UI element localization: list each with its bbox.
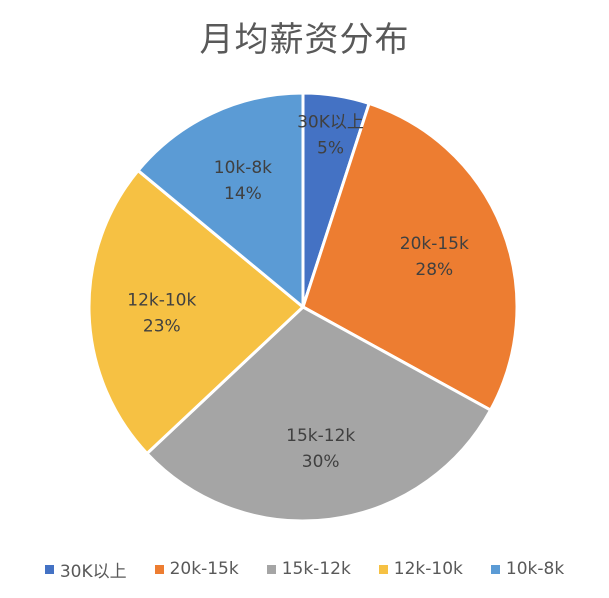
pie-slice-15k-12k xyxy=(145,305,493,523)
legend-label: 15k-12k xyxy=(281,559,351,579)
legend-swatch xyxy=(44,564,54,574)
slice-category-label: 15k-12k xyxy=(286,426,355,446)
slice-category-label: 10k-8k xyxy=(214,158,272,178)
pie-slice-12k-10k xyxy=(87,169,305,455)
chart-title: 月均薪资分布 xyxy=(199,20,410,60)
slice-percent-label: 14% xyxy=(224,184,262,204)
legend-swatch xyxy=(378,564,388,574)
legend-item-20k-15k: 20k-15k xyxy=(154,559,239,579)
legend-swatch xyxy=(490,564,500,574)
slice-category-label: 20k-15k xyxy=(400,234,469,254)
legend-label: 30K以上 xyxy=(59,561,127,582)
slice-percent-label: 28% xyxy=(415,260,453,280)
slice-percent-label: 23% xyxy=(143,316,181,336)
pie-slice-10k-8k xyxy=(136,91,305,309)
legend-swatch xyxy=(266,564,276,574)
slice-percent-label: 5% xyxy=(317,139,344,159)
legend-label: 10k-8k xyxy=(505,559,565,579)
legend-label: 20k-15k xyxy=(169,559,239,579)
legend-item-12k-10k: 12k-10k xyxy=(378,559,463,579)
legend-item-10k-8k: 10k-8k xyxy=(490,559,565,579)
chart-legend: 30K以上 20k-15k 15k-12k 12k-10k 10k-8k xyxy=(0,556,609,582)
legend-item-30k-plus: 30K以上 xyxy=(44,557,127,582)
pie-labels: 30K以上 5% 20k-15k 28% 15k-12k 30% 12k-10k 23% 10k… xyxy=(127,113,469,472)
slice-category-label: 12k-10k xyxy=(127,290,196,310)
pie-slices xyxy=(87,91,519,523)
pie-slice-20k-15k xyxy=(301,101,519,412)
slice-percent-label: 30% xyxy=(302,452,340,472)
legend-swatch xyxy=(154,564,164,574)
slice-category-label: 30K以上 xyxy=(297,113,364,133)
legend-label: 12k-10k xyxy=(393,559,463,579)
legend-item-15k-12k: 15k-12k xyxy=(266,559,351,579)
